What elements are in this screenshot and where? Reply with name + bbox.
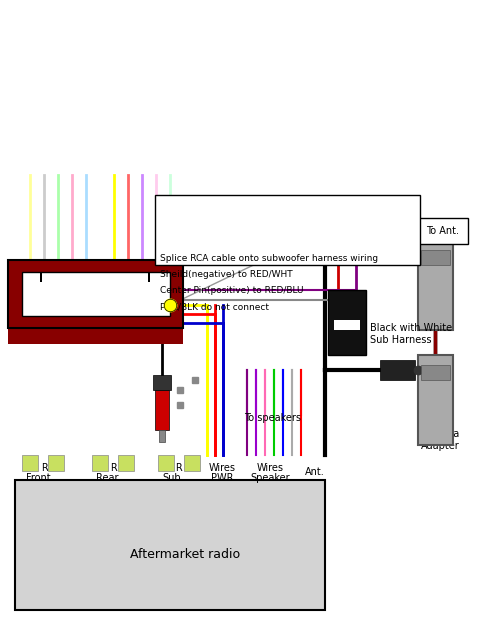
Bar [8,260,183,328]
Bar [22,455,38,471]
Bar [418,355,453,445]
Text: Honda OEM Harness: Honda OEM Harness [30,283,141,293]
Text: Antenna
Adapter: Antenna Adapter [420,429,461,451]
Bar [40,272,42,282]
Text: Wires: Wires [208,463,236,473]
Text: Aftermarket radio: Aftermarket radio [130,548,240,561]
Text: Ant.: Ant. [305,467,325,477]
Bar [421,250,450,265]
Bar [92,455,108,471]
Bar [148,272,150,282]
Bar [8,328,183,344]
Text: L   R: L R [96,463,118,473]
Bar [328,290,366,355]
Text: Front: Front [26,473,50,483]
Bar [15,480,325,610]
Bar [155,195,420,265]
Bar [418,240,453,330]
Bar [118,455,134,471]
Text: To speakers: To speakers [244,413,301,423]
Text: Rear: Rear [96,473,118,483]
Bar [421,365,450,380]
Bar [155,390,169,430]
Bar [48,455,64,471]
Text: Sheild(negative) to RED/WHT: Sheild(negative) to RED/WHT [160,270,293,279]
Bar [380,360,415,380]
Text: To Ant.: To Ant. [427,226,459,236]
Bar [334,320,360,330]
Text: PNK/BLK do not connect: PNK/BLK do not connect [160,302,269,311]
Text: L   R: L R [161,463,183,473]
Text: Sub Harness: Sub Harness [370,335,432,345]
Text: Splice RCA cable onto subwoofer harness wiring: Splice RCA cable onto subwoofer harness … [160,254,378,263]
Text: Sub: Sub [163,473,181,483]
Bar [159,430,165,442]
Bar [158,455,174,471]
Text: Center Pin(positive) to RED/BLU: Center Pin(positive) to RED/BLU [160,286,303,295]
Bar [22,272,170,316]
Text: Wires: Wires [256,463,284,473]
Text: L   R: L R [27,463,49,473]
Text: PWR: PWR [211,473,233,483]
Bar [153,375,171,390]
Text: Speaker: Speaker [250,473,290,483]
Text: Black with White: Black with White [370,323,452,333]
Bar [418,218,468,244]
Bar [184,455,200,471]
